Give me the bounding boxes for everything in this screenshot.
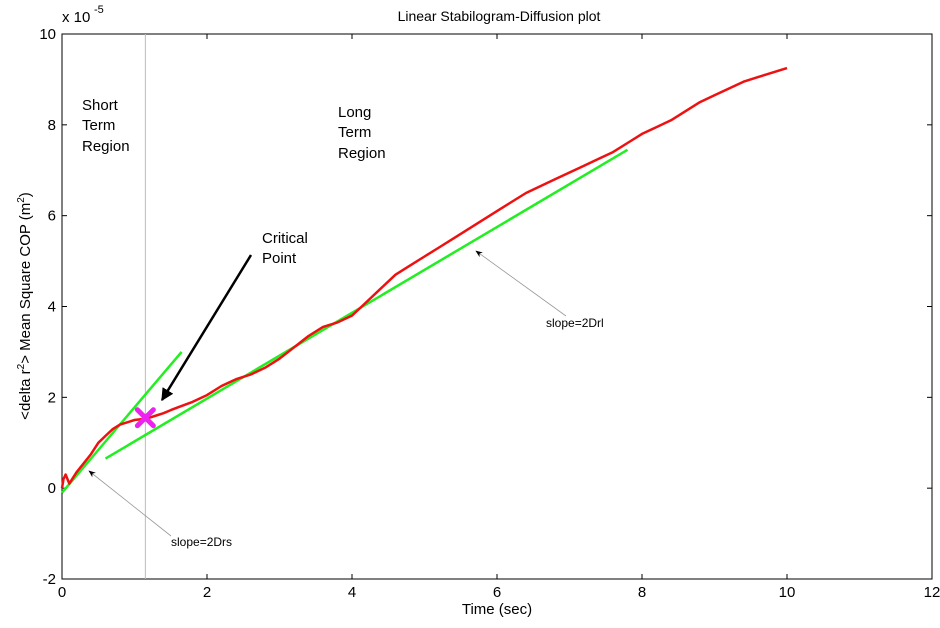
x-axis-label: Time (sec) <box>462 601 532 618</box>
slope-long-label: slope=2Drl <box>546 316 604 330</box>
critical-point-marker <box>134 407 156 429</box>
critical-line-1: Critical <box>262 230 308 247</box>
series-layer <box>60 66 788 494</box>
long-term-line-1: Long <box>338 104 371 121</box>
x-tick-label-0: 0 <box>58 584 66 601</box>
short-term-line-1: Short <box>82 97 119 114</box>
long-term-fit-line <box>104 148 629 460</box>
slope-long-arrow <box>475 250 567 317</box>
y-exponent-label: x 10 -5 <box>62 4 104 26</box>
y-tick-label-0: -2 <box>43 571 56 588</box>
slope-short-label: slope=2Drs <box>171 535 232 549</box>
y-tick-label-1: 0 <box>48 480 56 497</box>
long-term-line-3: Region <box>338 145 386 162</box>
long-term-region-label: Long Term Region <box>338 104 386 162</box>
short-term-line-2: Term <box>82 117 115 134</box>
y-axis-label: <delta r2> Mean Square COP (m2) <box>16 192 34 420</box>
x-tick-label-4: 8 <box>638 584 646 601</box>
x-tick-label-2: 4 <box>348 584 356 601</box>
msd-series-line <box>60 66 788 489</box>
short-term-line-3: Region <box>82 138 130 155</box>
y-exponent-base: x 10 <box>62 9 90 26</box>
y-tick-label-5: 8 <box>48 117 56 134</box>
x-tick-label-6: 12 <box>924 584 940 601</box>
y-exponent-power: -5 <box>94 4 104 16</box>
critical-line-2: Point <box>262 250 297 267</box>
y-tick-label-4: 6 <box>48 208 56 225</box>
slope-short-arrow <box>88 470 172 537</box>
x-tick-label-3: 6 <box>493 584 501 601</box>
x-tick-label-5: 10 <box>779 584 796 601</box>
plot-area <box>61 33 933 580</box>
y-tick-label-6: 10 <box>39 26 56 43</box>
critical-point-arrow <box>160 254 253 402</box>
y-tick-label-2: 2 <box>48 389 56 406</box>
chart-title: Linear Stabilogram-Diffusion plot <box>398 8 601 24</box>
critical-point-label: Critical Point <box>262 230 308 267</box>
long-term-line-2: Term <box>338 124 371 141</box>
short-term-region-label: Short Term Region <box>82 97 130 155</box>
x-tick-label-1: 2 <box>203 584 211 601</box>
y-tick-label-3: 4 <box>48 299 56 316</box>
critical-point-stroke-2 <box>134 407 156 429</box>
short-term-fit-line <box>61 351 183 494</box>
